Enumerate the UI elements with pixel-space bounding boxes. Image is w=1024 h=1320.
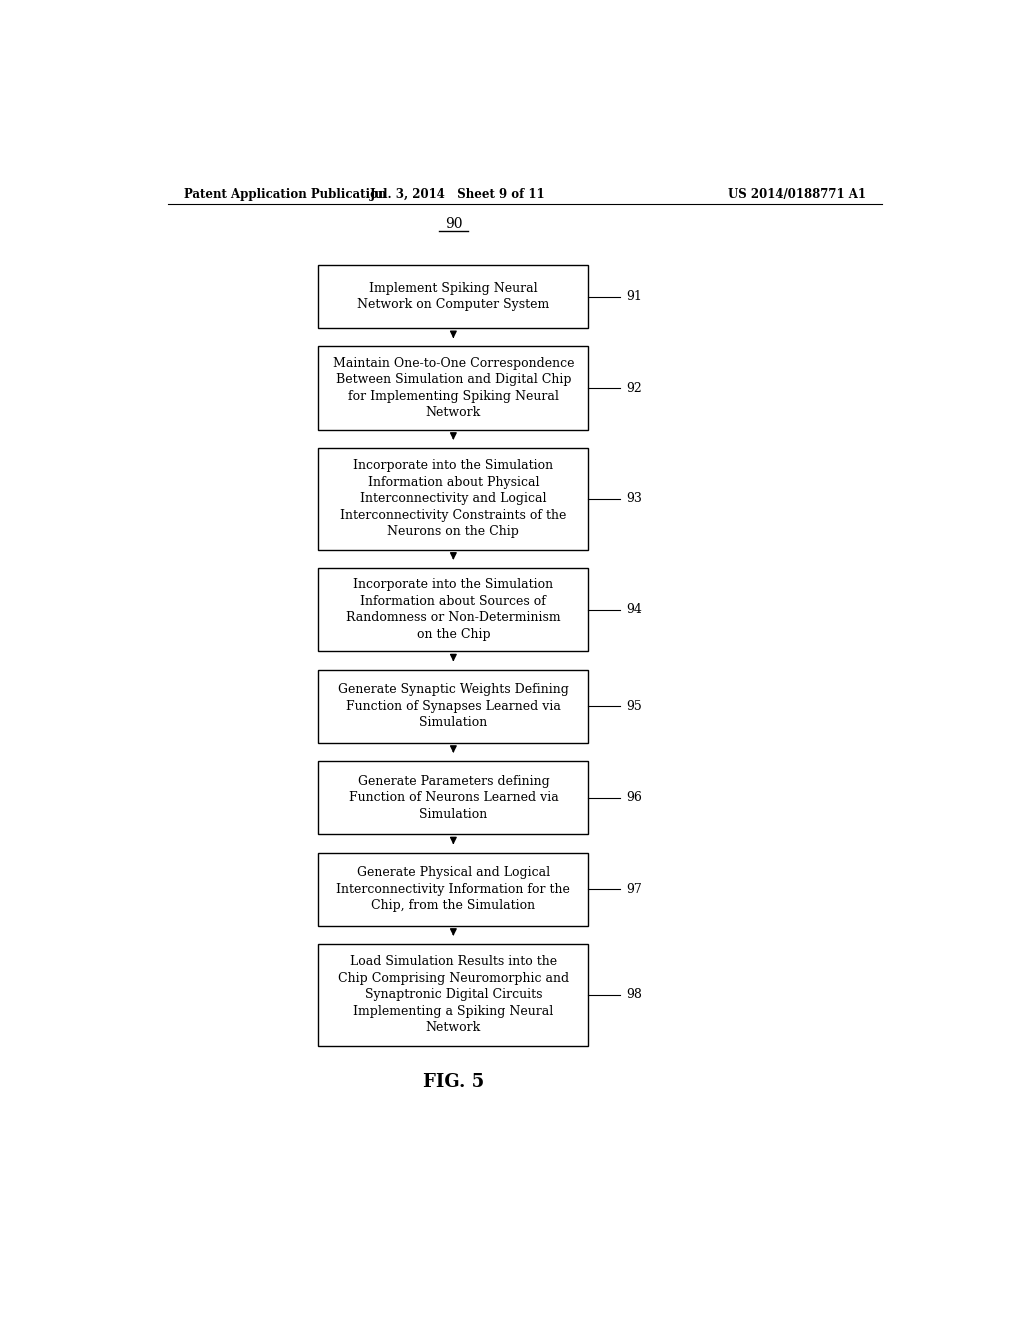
- Text: 90: 90: [444, 218, 462, 231]
- Bar: [318, 447, 588, 549]
- Bar: [318, 762, 588, 834]
- Text: FIG. 5: FIG. 5: [423, 1073, 484, 1092]
- Text: 91: 91: [627, 290, 642, 304]
- Text: Patent Application Publication: Patent Application Publication: [183, 189, 386, 202]
- Text: Generate Parameters defining
Function of Neurons Learned via
Simulation: Generate Parameters defining Function of…: [348, 775, 558, 821]
- Text: Generate Physical and Logical
Interconnectivity Information for the
Chip, from t: Generate Physical and Logical Interconne…: [337, 866, 570, 912]
- Text: 97: 97: [627, 883, 642, 896]
- Bar: [318, 265, 588, 329]
- Bar: [318, 669, 588, 743]
- Text: 95: 95: [627, 700, 642, 713]
- Text: Implement Spiking Neural
Network on Computer System: Implement Spiking Neural Network on Comp…: [357, 282, 550, 312]
- Text: 98: 98: [627, 989, 642, 1002]
- Text: Maintain One-to-One Correspondence
Between Simulation and Digital Chip
for Imple: Maintain One-to-One Correspondence Betwe…: [333, 356, 574, 420]
- Bar: [318, 944, 588, 1045]
- Text: Jul. 3, 2014   Sheet 9 of 11: Jul. 3, 2014 Sheet 9 of 11: [370, 189, 545, 202]
- Bar: [318, 853, 588, 925]
- Text: 92: 92: [627, 381, 642, 395]
- Bar: [318, 346, 588, 430]
- Text: Incorporate into the Simulation
Information about Sources of
Randomness or Non-D: Incorporate into the Simulation Informat…: [346, 578, 561, 642]
- Text: Generate Synaptic Weights Defining
Function of Synapses Learned via
Simulation: Generate Synaptic Weights Defining Funct…: [338, 684, 568, 729]
- Text: 94: 94: [627, 603, 642, 616]
- Bar: [318, 568, 588, 651]
- Text: Incorporate into the Simulation
Information about Physical
Interconnectivity and: Incorporate into the Simulation Informat…: [340, 459, 566, 539]
- Text: 96: 96: [627, 791, 642, 804]
- Text: 93: 93: [627, 492, 642, 506]
- Text: US 2014/0188771 A1: US 2014/0188771 A1: [728, 189, 866, 202]
- Text: Load Simulation Results into the
Chip Comprising Neuromorphic and
Synaptronic Di: Load Simulation Results into the Chip Co…: [338, 956, 569, 1035]
